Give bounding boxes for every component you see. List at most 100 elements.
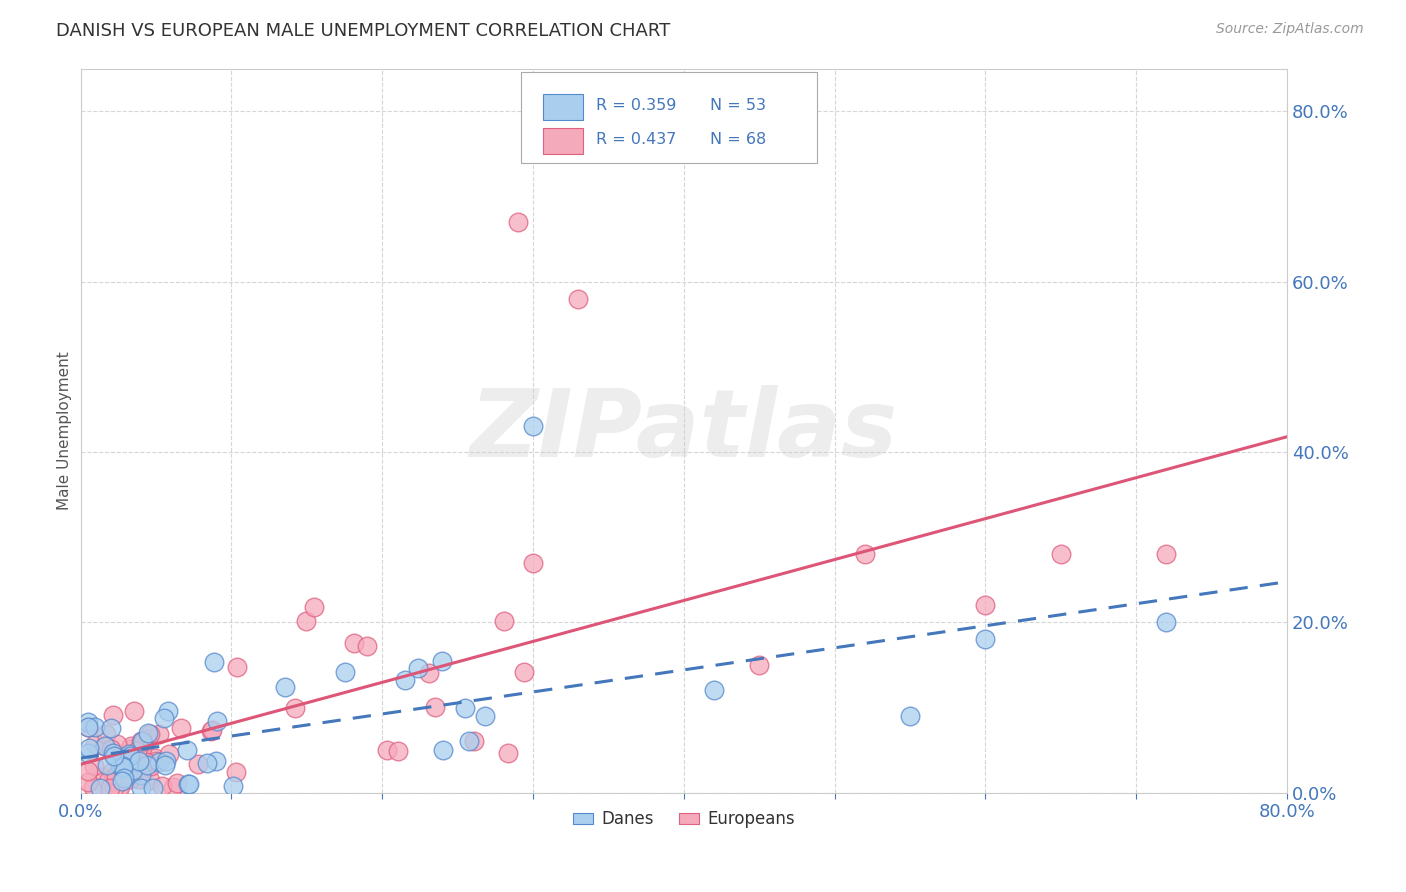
Point <box>432 743 454 757</box>
Point <box>418 666 440 681</box>
Point <box>454 700 477 714</box>
Point <box>406 661 429 675</box>
Point <box>222 779 245 793</box>
Point <box>129 767 152 781</box>
Point <box>129 733 152 747</box>
Point <box>506 215 529 229</box>
Point <box>1156 547 1178 561</box>
Point <box>127 744 149 758</box>
Text: N = 68: N = 68 <box>710 133 766 147</box>
Point <box>273 680 295 694</box>
Text: R = 0.359: R = 0.359 <box>596 98 676 113</box>
Point <box>84 720 107 734</box>
Point <box>136 726 159 740</box>
Point <box>522 419 544 434</box>
Text: DANISH VS EUROPEAN MALE UNEMPLOYMENT CORRELATION CHART: DANISH VS EUROPEAN MALE UNEMPLOYMENT COR… <box>56 22 671 40</box>
Point <box>1156 615 1178 630</box>
Point <box>179 777 201 791</box>
Point <box>177 777 200 791</box>
Point <box>112 771 135 785</box>
Point <box>225 765 247 780</box>
Point <box>112 759 135 773</box>
Point <box>333 665 356 679</box>
Point <box>129 781 152 796</box>
Point <box>463 734 485 748</box>
Point <box>100 721 122 735</box>
Point <box>204 754 226 768</box>
Point <box>387 743 409 757</box>
Point <box>118 749 141 764</box>
Point <box>145 754 167 768</box>
Point <box>77 746 100 760</box>
Point <box>120 739 142 753</box>
Point <box>207 714 229 728</box>
Point <box>226 660 249 674</box>
Point <box>118 742 141 756</box>
Point <box>94 727 117 741</box>
Point <box>430 654 453 668</box>
Point <box>148 726 170 740</box>
Point <box>170 721 193 735</box>
FancyBboxPatch shape <box>543 94 582 120</box>
Text: Source: ZipAtlas.com: Source: ZipAtlas.com <box>1216 22 1364 37</box>
Point <box>974 599 997 613</box>
Point <box>108 758 131 772</box>
Point <box>93 739 115 754</box>
Point <box>139 772 162 787</box>
Point <box>100 741 122 756</box>
Point <box>103 749 125 764</box>
Point <box>176 743 198 757</box>
Point <box>295 614 318 628</box>
Point <box>343 636 366 650</box>
Text: R = 0.437: R = 0.437 <box>596 133 676 147</box>
Point <box>425 699 447 714</box>
FancyBboxPatch shape <box>522 72 817 162</box>
Legend: Danes, Europeans: Danes, Europeans <box>567 804 801 835</box>
Point <box>77 715 100 730</box>
Point <box>84 737 107 751</box>
Point <box>107 781 129 796</box>
Point <box>201 723 224 738</box>
Point <box>128 772 150 787</box>
Point <box>356 639 378 653</box>
Point <box>522 556 544 570</box>
Point <box>150 779 173 793</box>
Point <box>148 756 170 770</box>
Point <box>89 781 111 796</box>
Point <box>166 775 188 789</box>
Point <box>567 292 589 306</box>
Point <box>195 756 218 771</box>
Point <box>200 723 222 738</box>
Point <box>284 701 307 715</box>
Point <box>111 760 134 774</box>
Point <box>131 733 153 747</box>
Point <box>82 780 104 795</box>
Text: N = 53: N = 53 <box>710 98 766 113</box>
Point <box>142 781 165 796</box>
Point <box>703 683 725 698</box>
Point <box>139 727 162 741</box>
Point <box>853 547 876 561</box>
Point <box>101 707 124 722</box>
Point <box>103 781 125 796</box>
Point <box>513 665 536 680</box>
Point <box>202 655 225 669</box>
Point <box>79 740 101 755</box>
Point <box>898 709 921 723</box>
Point <box>302 600 325 615</box>
Point <box>153 757 176 772</box>
Point <box>77 720 100 734</box>
Y-axis label: Male Unemployment: Male Unemployment <box>58 351 72 510</box>
Point <box>474 709 496 723</box>
Point <box>91 770 114 784</box>
Point <box>974 632 997 647</box>
Point <box>135 758 157 772</box>
Point <box>496 746 519 760</box>
Point <box>132 734 155 748</box>
Point <box>162 780 184 795</box>
Point <box>128 754 150 768</box>
Point <box>394 673 416 687</box>
Point <box>375 743 398 757</box>
Point <box>104 769 127 783</box>
Point <box>105 737 128 751</box>
